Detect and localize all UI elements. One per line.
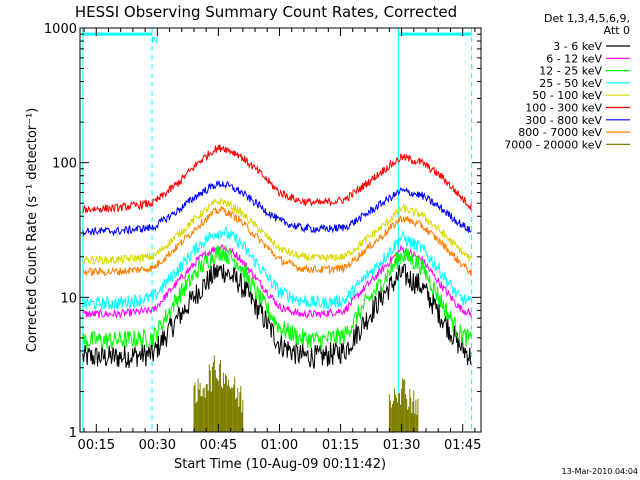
- legend-header-line-2: Att 0: [604, 24, 630, 37]
- x-axis-label: Start Time (10-Aug-09 00:11:42): [174, 457, 386, 472]
- series-line-4: [82, 197, 472, 265]
- chart-title: HESSI Observing Summary Count Rates, Cor…: [75, 3, 457, 21]
- x-tick-label: 01:00: [261, 438, 298, 453]
- series-line-3: [82, 226, 472, 311]
- legend-entry-label: 25 - 50 keV: [539, 77, 602, 90]
- x-tick-label: 01:15: [322, 438, 359, 453]
- x-tick-label: 00:30: [139, 438, 176, 453]
- series-line-2: [82, 245, 472, 350]
- series-layer: [82, 144, 472, 432]
- y-axis-label: Corrected Count Rate (s⁻¹ detector⁻¹): [25, 108, 40, 353]
- y-tick-label: 1: [69, 426, 77, 441]
- legend-entry-label: 7000 - 20000 keV: [504, 138, 602, 151]
- series-line-8: [193, 355, 419, 432]
- x-tick-label: 00:15: [78, 438, 115, 453]
- legend-entry-label: 300 - 800 keV: [525, 114, 602, 127]
- footer-timestamp: 13-Mar-2010 04:04: [562, 467, 639, 476]
- series-line-5: [82, 144, 472, 214]
- legend-entry-label: 3 - 6 keV: [553, 40, 602, 53]
- series-line-6: [82, 180, 472, 238]
- night-marker-label: N: [152, 36, 159, 46]
- legend-entry-label: 12 - 25 keV: [539, 65, 602, 78]
- x-tick-label: 00:45: [200, 438, 237, 453]
- y-tick-label: 10: [60, 291, 77, 306]
- ticks-layer: 00:15 00:30 00:45 01:00 01:15 01:30 01:45 1 10 10…: [44, 22, 482, 453]
- series-line-7: [82, 205, 472, 277]
- x-tick-label: 01:30: [383, 438, 420, 453]
- x-tick-label: 01:45: [444, 438, 481, 453]
- legend-entry-label: 100 - 300 keV: [525, 102, 602, 115]
- legend-entry-label: 6 - 12 keV: [546, 52, 602, 65]
- series-line-0: [82, 262, 472, 369]
- y-tick-label: 1000: [44, 22, 77, 37]
- legend-entry-label: 800 - 7000 keV: [518, 126, 602, 139]
- annotation-layer: [82, 28, 473, 432]
- legend-header-line-1: Det 1,3,4,5,6,9,: [544, 12, 630, 25]
- legend-entry-label: 50 - 100 keV: [532, 89, 602, 102]
- y-tick-label: 100: [52, 157, 77, 172]
- plot-frame: [79, 27, 482, 433]
